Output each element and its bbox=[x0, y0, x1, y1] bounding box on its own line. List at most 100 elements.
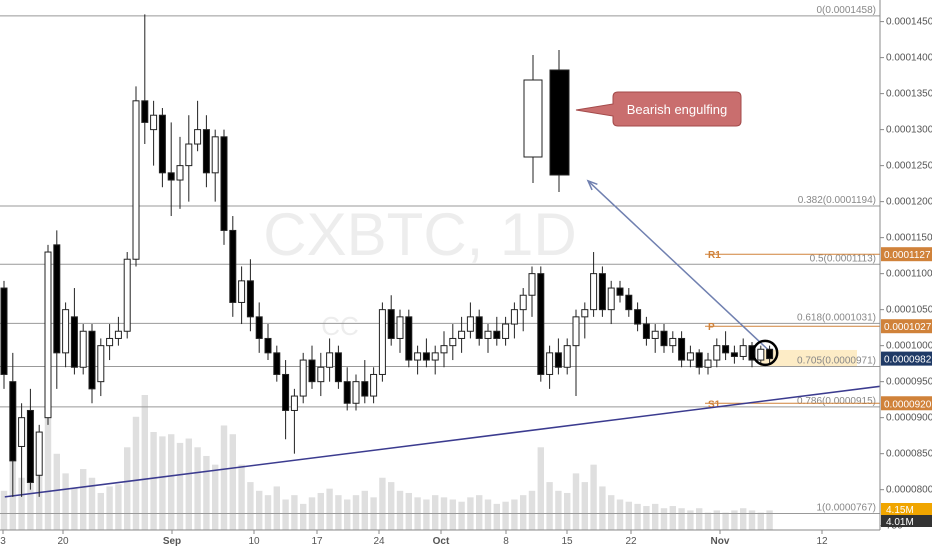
volume-bar bbox=[731, 510, 738, 530]
volume-bar bbox=[581, 482, 588, 530]
y-tick-label: 0.0001000 bbox=[886, 341, 932, 352]
candle-body bbox=[537, 273, 545, 375]
pivot-label: S1 bbox=[708, 399, 721, 410]
volume-bar bbox=[238, 464, 245, 530]
candle-body bbox=[264, 337, 272, 354]
candle-body bbox=[35, 431, 43, 476]
y-tick-label: 0.0001100 bbox=[886, 269, 932, 280]
volume-bar bbox=[317, 492, 324, 530]
volume-bar bbox=[546, 482, 553, 530]
volume-bar bbox=[634, 503, 641, 530]
volume-bar bbox=[476, 495, 483, 530]
volume-bar bbox=[704, 512, 712, 530]
volume-bars bbox=[0, 395, 773, 530]
candle-body bbox=[53, 244, 61, 354]
fib-label: 0.382(0.0001194) bbox=[798, 195, 876, 206]
engulf-down-body bbox=[549, 69, 570, 176]
candle-body bbox=[106, 337, 114, 347]
volume-bar bbox=[405, 492, 412, 530]
volume-bar bbox=[203, 455, 210, 530]
volume-bar bbox=[273, 486, 280, 530]
candle-body bbox=[519, 294, 527, 311]
volume-badge-current: 4.01M bbox=[886, 517, 914, 528]
candle-body bbox=[766, 348, 774, 360]
y-tick-label: 0.0001050 bbox=[886, 305, 932, 316]
candle-body bbox=[686, 352, 694, 361]
candle-body bbox=[625, 294, 633, 311]
y-tick-label: 0.0000900 bbox=[886, 413, 932, 424]
candle-body bbox=[255, 316, 263, 339]
candle-body bbox=[273, 352, 281, 375]
candle-body bbox=[176, 165, 184, 181]
x-tick-label: Oct bbox=[433, 536, 450, 547]
y-tick-label: 0.0001400 bbox=[886, 53, 932, 64]
volume-bar bbox=[212, 464, 219, 530]
candle-body bbox=[202, 129, 210, 174]
volume-bar bbox=[97, 492, 104, 530]
fib-label: 1(0.0000767) bbox=[817, 502, 877, 513]
volume-bar bbox=[590, 464, 597, 530]
candle-body bbox=[405, 316, 413, 361]
candle-body bbox=[317, 366, 325, 383]
volume-bar bbox=[432, 495, 439, 530]
pivot-badge: 0.0001027 bbox=[884, 322, 932, 333]
y-tick-label: 0.0001250 bbox=[886, 161, 932, 172]
volume-bar bbox=[687, 510, 694, 530]
volume-bar bbox=[616, 499, 624, 530]
candle-body bbox=[88, 330, 96, 390]
volume-bar bbox=[326, 488, 333, 530]
y-tick-label: 0.0000850 bbox=[886, 449, 932, 460]
volume-bar bbox=[722, 512, 729, 530]
candle-body bbox=[220, 136, 228, 231]
candle-body bbox=[396, 316, 404, 339]
candle-body bbox=[26, 409, 34, 483]
volume-bar bbox=[696, 508, 703, 530]
candle-body bbox=[713, 345, 721, 361]
candle-body bbox=[431, 352, 439, 361]
x-tick-label: 8 bbox=[503, 536, 509, 547]
volume-bar bbox=[53, 453, 60, 530]
volume-bar bbox=[484, 499, 492, 530]
candle-body bbox=[167, 172, 175, 181]
candle-body bbox=[704, 359, 712, 368]
time-axis[interactable] bbox=[0, 530, 932, 550]
pivot-badge-bg bbox=[881, 396, 932, 411]
volume-bar bbox=[115, 484, 122, 530]
x-tick-label: 22 bbox=[625, 536, 637, 547]
support-zone bbox=[760, 349, 857, 367]
candle-body bbox=[616, 287, 624, 296]
volume-badge-ma: 4.15M bbox=[886, 505, 914, 516]
volume-bar bbox=[300, 503, 307, 530]
price-axis[interactable] bbox=[880, 0, 932, 550]
candle-body bbox=[150, 114, 158, 131]
volume-bar bbox=[669, 506, 676, 530]
candle-body bbox=[343, 381, 351, 404]
volume-bar bbox=[449, 499, 456, 530]
symbol-watermark: CXBTC, 1D bbox=[263, 201, 576, 268]
volume-bar bbox=[282, 499, 289, 530]
candle-body bbox=[229, 229, 237, 303]
candle-body bbox=[634, 309, 642, 325]
candle-body bbox=[678, 337, 686, 361]
volume-bar bbox=[379, 477, 386, 530]
y-tick-label: 0.0000950 bbox=[886, 377, 932, 388]
candle-body bbox=[458, 330, 466, 339]
volume-bar bbox=[458, 501, 465, 530]
volume-bar bbox=[757, 512, 764, 530]
volume-bar bbox=[511, 499, 518, 530]
volume-bar bbox=[159, 436, 166, 530]
engulf-up-body bbox=[523, 79, 543, 158]
volume-bar bbox=[643, 506, 650, 530]
candle-body bbox=[581, 309, 589, 318]
candle-body bbox=[572, 316, 580, 347]
volume-bar bbox=[678, 508, 685, 530]
candle-body bbox=[282, 373, 290, 411]
volume-bar bbox=[264, 495, 272, 530]
volume-bar bbox=[361, 490, 368, 530]
candle-body bbox=[114, 330, 122, 339]
candle-body bbox=[598, 273, 606, 311]
volume-badge-ma-bg bbox=[881, 503, 932, 515]
candle-body bbox=[326, 352, 334, 368]
